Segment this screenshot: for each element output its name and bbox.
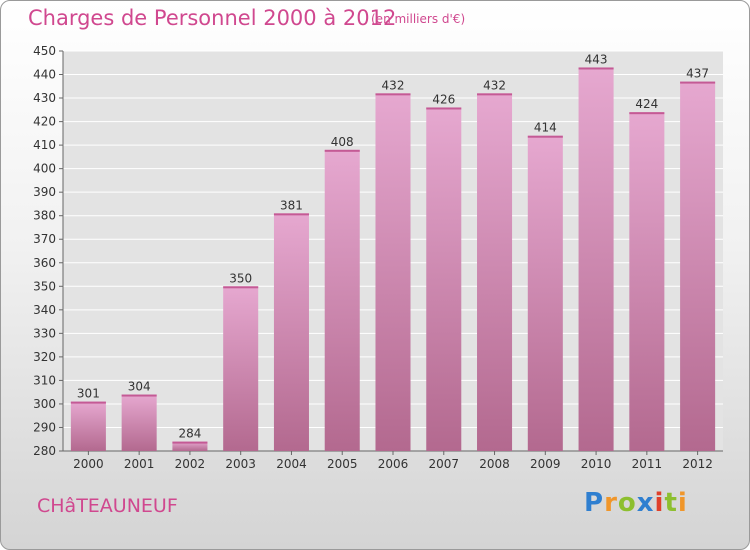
- value-labels: 301 304 284 350 381 408 432 426 432 414 443 424 437: [77, 52, 709, 440]
- y-tick-label: 320: [33, 350, 56, 364]
- y-tick-label: 450: [33, 44, 56, 58]
- value-label: 443: [585, 52, 608, 66]
- x-tick-label: 2003: [225, 457, 256, 471]
- city-name: CHâTEAUNEUF: [37, 495, 178, 517]
- bar-2001: [121, 394, 157, 451]
- bar-top-edge: [426, 107, 462, 110]
- bar-2011: [629, 112, 665, 452]
- proxiti-logo: Proxiti: [584, 488, 688, 518]
- bars: [70, 67, 716, 452]
- y-tick-label: 370: [33, 232, 56, 246]
- value-label: 408: [331, 135, 354, 149]
- bar-top-edge: [629, 112, 665, 115]
- y-tick-label: 410: [33, 138, 56, 152]
- bar-2002: [172, 441, 208, 451]
- y-tick-label: 280: [33, 444, 56, 458]
- y-tick-label: 330: [33, 326, 56, 340]
- y-tick-label: 390: [33, 185, 56, 199]
- x-tick-label: 2006: [378, 457, 409, 471]
- x-axis-labels: 2000 2001 2002 2003 2004 2005 2006 2007 2008 2009…: [73, 451, 713, 471]
- value-label: 350: [229, 271, 252, 285]
- chart-title: Charges de Personnel 2000 à 2012: [28, 6, 397, 30]
- y-tick-label: 340: [33, 303, 56, 317]
- bar-2007: [426, 107, 462, 452]
- value-label: 424: [635, 97, 658, 111]
- bar-2012: [680, 81, 716, 452]
- bar-top-edge: [324, 149, 360, 152]
- value-label: 426: [432, 92, 455, 106]
- bar-top-edge: [70, 401, 106, 404]
- x-tick-label: 2010: [581, 457, 612, 471]
- value-label: 414: [534, 121, 557, 135]
- x-tick-label: 2005: [327, 457, 358, 471]
- x-tick-label: 2008: [479, 457, 510, 471]
- value-label: 432: [483, 78, 506, 92]
- value-label: 301: [77, 387, 100, 401]
- y-tick-label: 400: [33, 162, 56, 176]
- y-tick-label: 290: [33, 420, 56, 434]
- bar-top-edge: [223, 286, 259, 289]
- bar-top-edge: [477, 93, 513, 96]
- x-tick-label: 2002: [175, 457, 206, 471]
- value-label: 437: [686, 67, 709, 81]
- y-tick-label: 380: [33, 209, 56, 223]
- bar-top-edge: [172, 441, 208, 444]
- x-tick-label: 2000: [73, 457, 104, 471]
- bar-2006: [375, 93, 411, 452]
- value-label: 284: [178, 427, 201, 441]
- x-tick-label: 2004: [276, 457, 307, 471]
- bar-top-edge: [527, 135, 563, 138]
- y-tick-label: 420: [33, 115, 56, 129]
- x-tick-label: 2009: [530, 457, 561, 471]
- x-tick-label: 2012: [682, 457, 713, 471]
- y-axis-labels: 280 290 300 310 320 330 340 350 360 370 380 390 400 4…: [33, 44, 56, 458]
- y-tick-label: 440: [33, 68, 56, 82]
- y-tick-label: 430: [33, 91, 56, 105]
- bar-top-edge: [680, 81, 716, 84]
- y-tick-label: 350: [33, 279, 56, 293]
- bar-2003: [223, 286, 259, 451]
- bar-2010: [578, 67, 614, 452]
- bar-2009: [527, 135, 563, 452]
- y-tick-label: 300: [33, 397, 56, 411]
- x-tick-label: 2007: [428, 457, 459, 471]
- x-tick-label: 2011: [632, 457, 663, 471]
- chart-subtitle: (en milliers d'€): [371, 12, 466, 26]
- bar-top-edge: [578, 67, 614, 70]
- bar-2000: [70, 401, 106, 451]
- value-label: 432: [382, 78, 405, 92]
- bar-top-edge: [121, 394, 157, 397]
- bar-2005: [324, 149, 360, 451]
- bar-top-edge: [273, 213, 309, 216]
- bar-2004: [273, 213, 309, 451]
- bar-top-edge: [375, 93, 411, 96]
- value-label: 381: [280, 198, 303, 212]
- x-tick-label: 2001: [124, 457, 155, 471]
- value-label: 304: [128, 380, 151, 394]
- y-tick-label: 310: [33, 373, 56, 387]
- bar-2008: [477, 93, 513, 452]
- y-tick-label: 360: [33, 256, 56, 270]
